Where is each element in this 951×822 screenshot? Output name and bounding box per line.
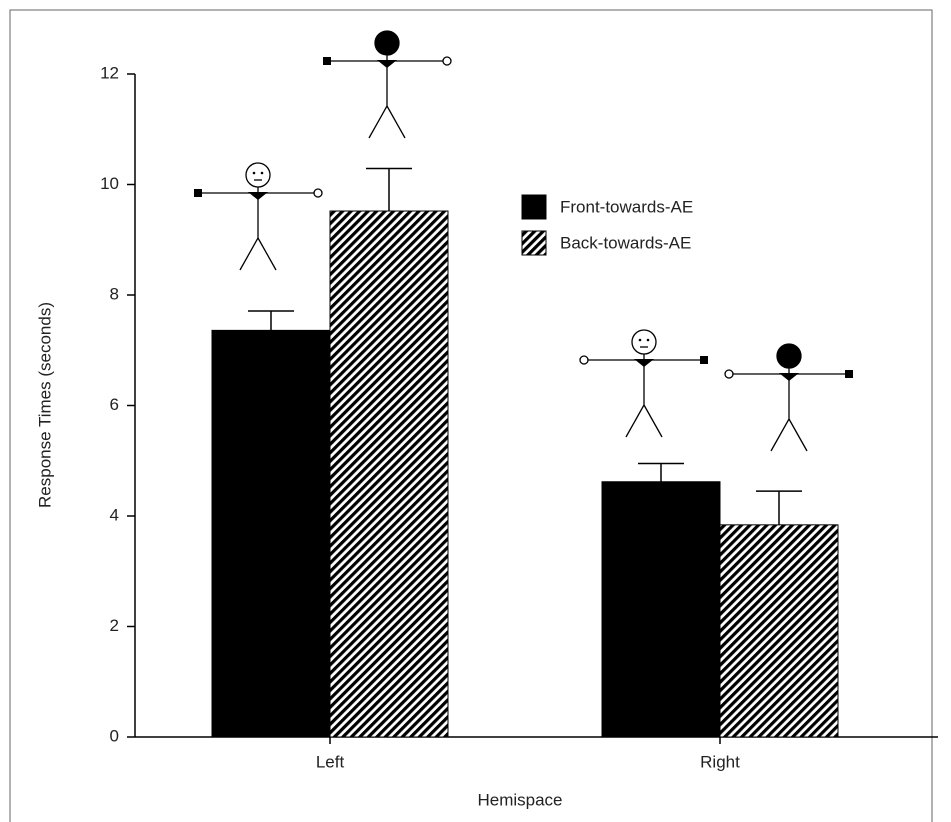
head (776, 343, 802, 369)
bar (329, 210, 449, 738)
head (631, 329, 657, 355)
torso (368, 55, 406, 139)
stick-figures (194, 30, 853, 452)
eye (252, 171, 256, 175)
hand-circle (313, 188, 323, 198)
hand-circle (579, 355, 589, 365)
legend-swatch (521, 230, 547, 256)
head (374, 30, 400, 56)
collar (248, 192, 268, 200)
error-bar (366, 167, 412, 212)
collar (779, 373, 799, 381)
legend-label: Back-towards-AE (560, 233, 691, 252)
bar (719, 524, 839, 738)
y-tick-label: 12 (100, 63, 119, 82)
torso (239, 187, 277, 271)
hand-square (323, 57, 331, 65)
y-tick-label: 10 (100, 174, 119, 193)
eye (646, 338, 650, 342)
head (245, 162, 271, 188)
x-tick-label: Right (700, 752, 740, 771)
y-tick-label: 0 (110, 726, 119, 745)
y-tick-label: 8 (110, 284, 119, 303)
hand-circle (442, 56, 452, 66)
collar (634, 359, 654, 367)
legend-swatch (521, 194, 547, 220)
error-bar (248, 310, 294, 331)
hand-circle (724, 369, 734, 379)
hand-square (194, 189, 202, 197)
eye (638, 338, 642, 342)
legend-label: Front-towards-AE (560, 197, 693, 216)
x-tick-label: Left (316, 752, 345, 771)
bar (211, 329, 331, 738)
error-bar (756, 490, 802, 525)
eye (260, 171, 264, 175)
y-tick-label: 6 (110, 395, 119, 414)
bar (601, 481, 721, 738)
frame (9, 9, 933, 822)
hand-square (845, 370, 853, 378)
y-axis-label: Response Times (seconds) (35, 302, 54, 508)
error-bar (638, 462, 684, 482)
torso (770, 368, 808, 452)
hand-square (700, 356, 708, 364)
y-tick-label: 4 (110, 505, 119, 524)
collar (377, 60, 397, 68)
x-axis-label: Hemispace (477, 790, 562, 809)
torso (625, 354, 663, 438)
y-tick-label: 2 (110, 616, 119, 635)
